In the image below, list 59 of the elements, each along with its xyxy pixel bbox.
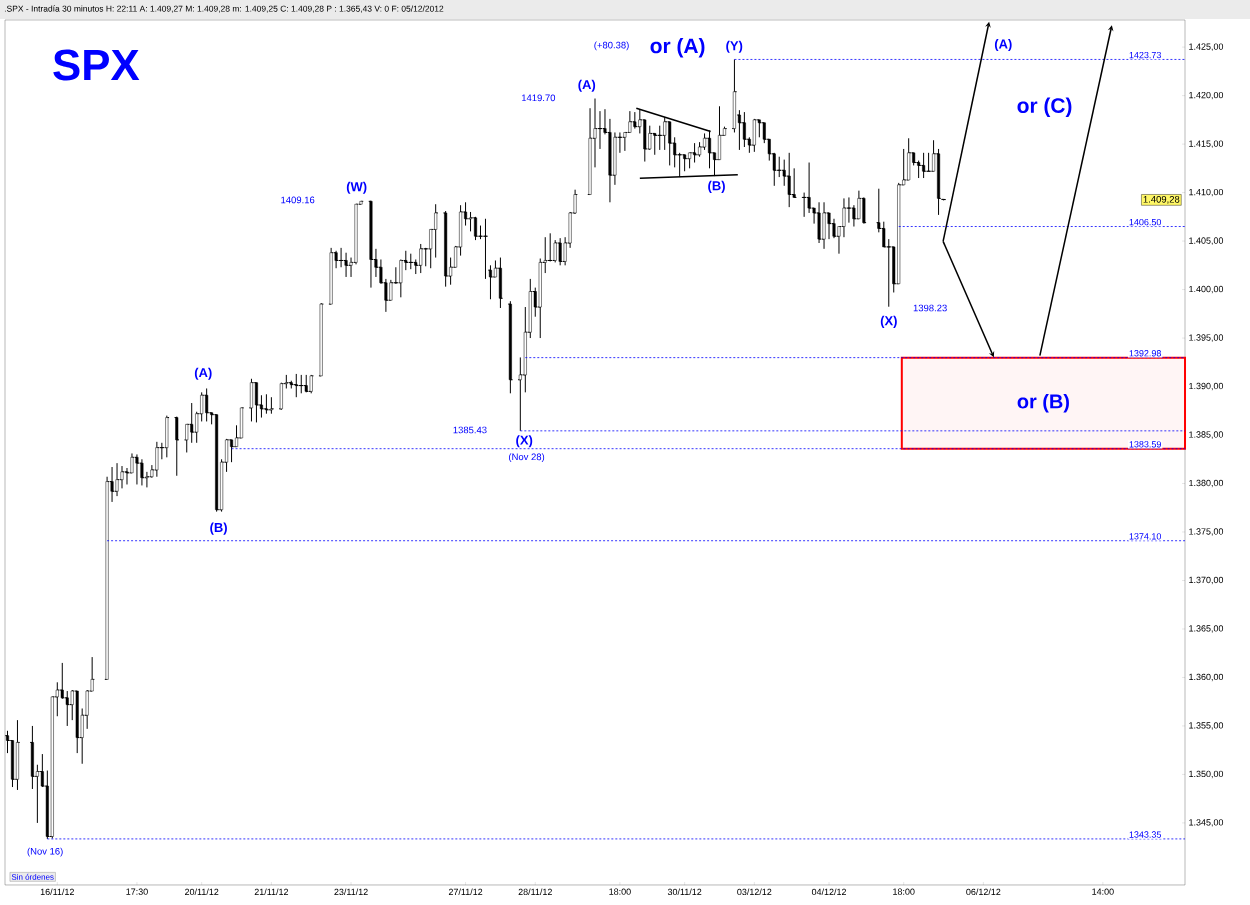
x-tick-label: 17:30 (126, 888, 148, 895)
x-tick-label: 06/12/12 (966, 888, 1001, 896)
annotation: 1385.43 (453, 426, 487, 434)
ref-line-label: 1423.73 (1129, 51, 1161, 59)
y-tick-label: 1.355,00 (1189, 722, 1224, 730)
x-tick-label: 03/12/12 (737, 888, 772, 896)
y-tick-label: 1.415,00 (1189, 140, 1224, 148)
y-tick-label: 1.360,00 (1189, 673, 1224, 682)
annotation: (Y) (726, 40, 743, 53)
annotation: (+80.38) (594, 41, 629, 51)
ref-line-label: 1374.10 (1129, 533, 1162, 540)
x-tick-label: 04/12/12 (811, 888, 847, 896)
annotation: (X) (880, 315, 897, 328)
y-tick-label: 1.385,00 (1189, 431, 1224, 439)
x-tick-label: 18:00 (609, 888, 631, 895)
y-tick-label: 1.375,00 (1189, 528, 1224, 536)
x-tick-label: 18:00 (893, 888, 915, 895)
annotation: (A) (194, 367, 212, 380)
annotation: (Nov 28) (509, 453, 545, 463)
annotation: (B) (210, 522, 227, 535)
x-tick-label: 27/11/12 (448, 888, 483, 896)
y-tick-label: 1.405,00 (1189, 237, 1224, 245)
annotation: or (C) (1017, 97, 1072, 118)
annotation: (A) (994, 39, 1012, 52)
y-tick-label: 1.410,00 (1189, 188, 1224, 197)
x-tick-label: 28/11/12 (518, 888, 552, 896)
y-tick-label: 1.395,00 (1189, 334, 1224, 342)
annotation: 1398.23 (913, 304, 947, 312)
y-tick-label: 1.345,00 (1189, 819, 1224, 827)
y-tick-label: 1.390,00 (1189, 382, 1224, 391)
annotation: (A) (578, 79, 596, 92)
annotation: 1409.16 (281, 196, 315, 204)
y-tick-label: 1.370,00 (1189, 576, 1224, 585)
y-tick-label: 1.400,00 (1189, 285, 1224, 294)
y-tick-label: 1.365,00 (1189, 625, 1224, 633)
annotation: (W) (346, 181, 367, 194)
chart-subtitle: .SPX - Intradía 30 minutos H: 22:11 A: 1.409,27 M: 1.409,28 m: 1.409,25 C: 1.409,28 P : 1.365,43 V: 0 F: 05/12/2012 (4, 5, 444, 13)
ref-line-label: 1392.98 (1129, 350, 1161, 357)
text: SPX (53, 49, 140, 81)
x-tick-label: 23/11/12 (334, 888, 368, 896)
y-tick-label: 1.425,00 (1189, 43, 1224, 51)
y-tick-label: 1.350,00 (1189, 770, 1224, 779)
annotation: 1419.70 (521, 94, 556, 102)
annotation: (Nov 16) (27, 847, 63, 857)
x-tick-label: 14:00 (1092, 888, 1114, 895)
x-tick-label: 20/11/12 (185, 888, 219, 896)
x-tick-label: 21/11/12 (254, 888, 289, 896)
ref-line-label: 1343.35 (1129, 831, 1161, 838)
ref-line-label: 1406.50 (1129, 218, 1162, 226)
x-tick-label: 16/11/12 (40, 888, 74, 896)
y-tick-label: 1.380,00 (1189, 479, 1224, 488)
y-tick-label: 1.420,00 (1189, 91, 1224, 100)
annotation: 1.409,28 (1143, 195, 1180, 204)
band-label: or (B) (1017, 393, 1069, 413)
x-tick-label: 30/11/12 (667, 888, 702, 896)
ref-line-label: 1383.59 (1129, 441, 1161, 448)
annotation: (X) (516, 435, 533, 448)
annotation: (B) (708, 180, 725, 193)
annotation: or (A) (650, 37, 705, 58)
